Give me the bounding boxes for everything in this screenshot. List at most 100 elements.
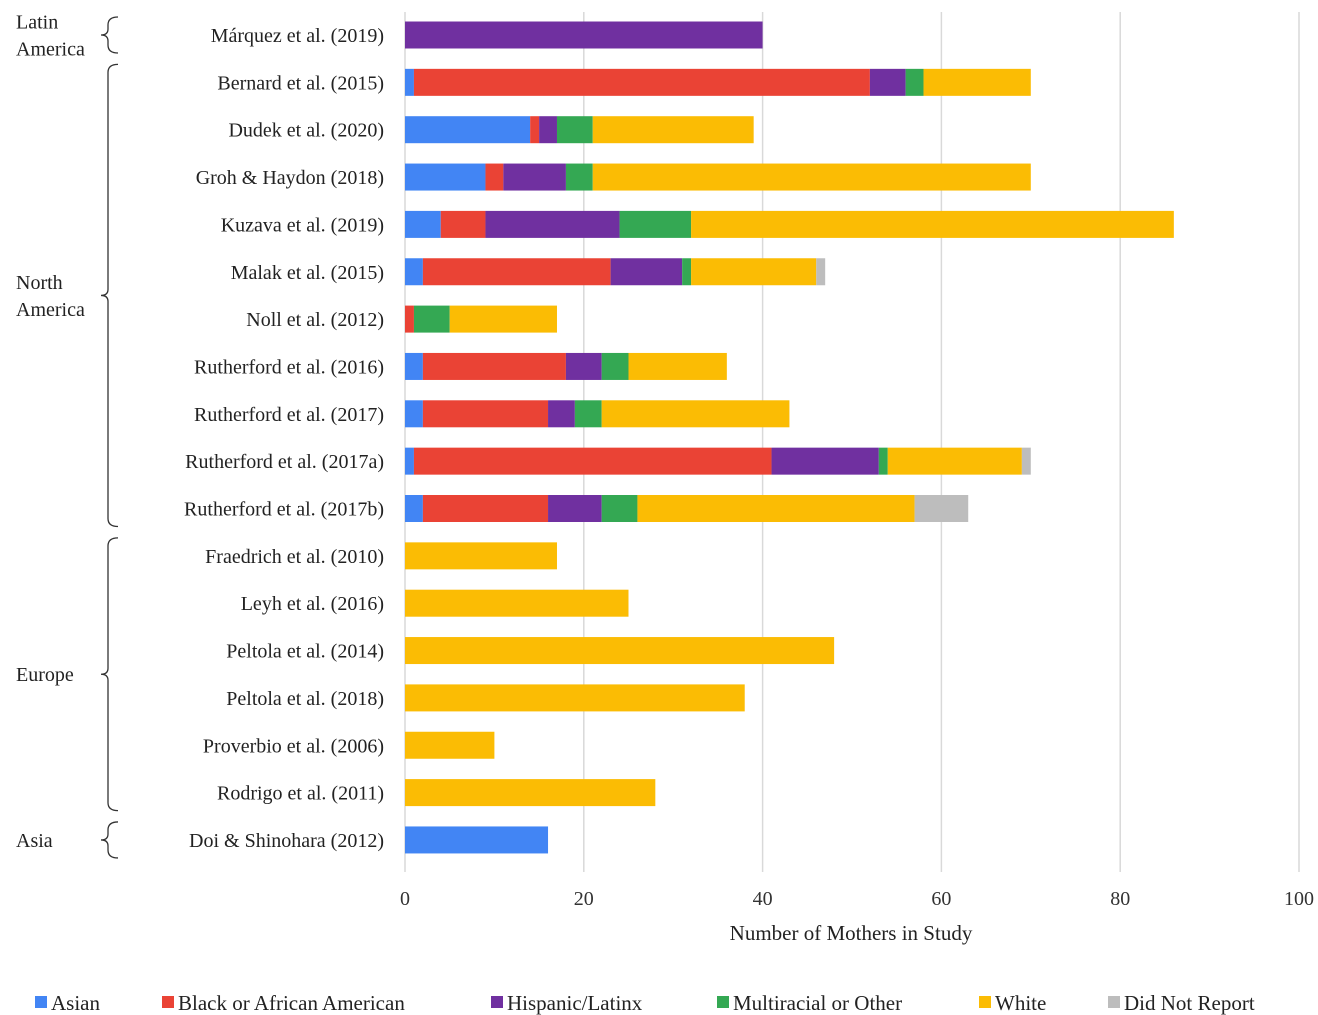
legend: Asian Black or African American Hispanic/L…: [35, 991, 1255, 1015]
bar-segment: [405, 21, 763, 49]
bar-segment: [422, 352, 566, 380]
bar-segment: [637, 495, 915, 522]
bar-segment: [530, 116, 540, 144]
bar-segment: [413, 305, 450, 333]
region-brace: [100, 821, 119, 859]
bar-segment: [601, 495, 638, 522]
bar-segment: [422, 495, 549, 522]
bar-segment: [592, 116, 754, 144]
gridlines: [404, 12, 1300, 872]
legend-swatch: [1108, 996, 1120, 1008]
region-label: Latin: [16, 12, 58, 34]
study-label: Rutherford et al. (2017): [194, 404, 384, 426]
bar-segment: [601, 400, 790, 428]
x-tick-label: 40: [753, 888, 773, 910]
bar-segment: [405, 637, 835, 665]
bar-segment: [574, 400, 602, 428]
legend-swatch: [491, 996, 503, 1008]
x-tick-label: 0: [400, 888, 410, 910]
bar-segment: [422, 400, 549, 428]
bar-segment: [405, 684, 745, 712]
study-label: Rutherford et al. (2017b): [184, 499, 384, 521]
bar-segment: [816, 258, 826, 286]
study-label: Proverbio et al. (2006): [203, 735, 384, 757]
legend-label: Did Not Report: [1124, 991, 1255, 1015]
bar-segment: [878, 447, 888, 475]
study-label: Malak et al. (2015): [231, 262, 384, 284]
bar-segment: [405, 826, 549, 854]
bar-segment: [610, 258, 683, 286]
legend-swatch: [717, 996, 729, 1008]
legend-label: White: [995, 991, 1046, 1015]
region-brace: [100, 63, 119, 528]
study-label: Rutherford et al. (2016): [194, 356, 384, 378]
study-label: Noll et al. (2012): [246, 309, 384, 331]
study-label: Doi & Shinohara (2012): [189, 830, 384, 852]
bar-segment: [691, 258, 817, 286]
bar-segment: [914, 495, 969, 522]
bar-segment: [905, 68, 924, 96]
bar-segment: [405, 163, 486, 191]
bar-segment: [405, 400, 423, 428]
study-labels: Márquez et al. (2019) Bernard et al. (201…: [184, 25, 384, 852]
bar-segment: [405, 258, 423, 286]
x-axis: Number of Mothers in Study 0 20 40 60 80 100: [400, 888, 1314, 945]
study-label: Bernard et al. (2015): [217, 72, 384, 94]
bar-segment: [440, 210, 486, 238]
bar-segment: [485, 210, 620, 238]
study-label: Leyh et al. (2016): [241, 593, 384, 615]
study-label: Kuzava et al. (2019): [221, 214, 384, 236]
legend-label: Black or African American: [178, 991, 405, 1015]
bar-segment: [565, 163, 593, 191]
bar-segment: [548, 495, 602, 522]
bar-segment: [405, 495, 423, 522]
bar-segment: [405, 116, 531, 144]
bar-segment: [771, 447, 879, 475]
bar-segment: [619, 210, 692, 238]
legend-swatch: [35, 996, 47, 1008]
bar-segment: [601, 352, 629, 380]
study-label: Dudek et al. (2020): [228, 120, 384, 142]
legend-swatch: [979, 996, 991, 1008]
bar-segment: [592, 163, 1031, 191]
bars: [405, 21, 1174, 854]
legend-swatch: [162, 996, 174, 1008]
bar-segment: [405, 210, 441, 238]
region-label: Asia: [16, 830, 53, 852]
bar-segment: [565, 352, 602, 380]
bar-segment: [691, 210, 1174, 238]
bar-segment: [405, 779, 656, 807]
region-label: America: [16, 39, 85, 61]
region-brace: [100, 16, 119, 54]
x-tick-label: 60: [931, 888, 951, 910]
x-tick-label: 100: [1284, 888, 1314, 910]
x-tick-label: 80: [1110, 888, 1130, 910]
region-label: North: [16, 272, 63, 294]
bar-segment: [405, 731, 495, 759]
bar-segment: [405, 305, 414, 333]
bar-segment: [413, 447, 772, 475]
x-axis-title: Number of Mothers in Study: [730, 921, 973, 945]
bar-segment: [405, 352, 423, 380]
region-label: Europe: [16, 664, 74, 686]
region-brace: [100, 537, 119, 812]
legend-label: Multiracial or Other: [733, 991, 902, 1015]
bar-segment: [422, 258, 611, 286]
bar-segment: [503, 163, 566, 191]
bar-segment: [682, 258, 692, 286]
bar-segment: [539, 116, 557, 144]
bar-segment: [405, 68, 414, 96]
bar-segment: [405, 589, 629, 617]
bar-segment: [449, 305, 557, 333]
bar-segment: [628, 352, 727, 380]
bar-segment: [405, 542, 557, 570]
bar-segment: [556, 116, 593, 144]
bar-segment: [923, 68, 1031, 96]
legend-label: Asian: [51, 991, 100, 1015]
study-label: Márquez et al. (2019): [211, 25, 384, 47]
bar-segment: [1021, 447, 1031, 475]
study-label: Groh & Haydon (2018): [196, 167, 384, 189]
legend-label: Hispanic/Latinx: [507, 991, 643, 1015]
bar-segment: [869, 68, 906, 96]
